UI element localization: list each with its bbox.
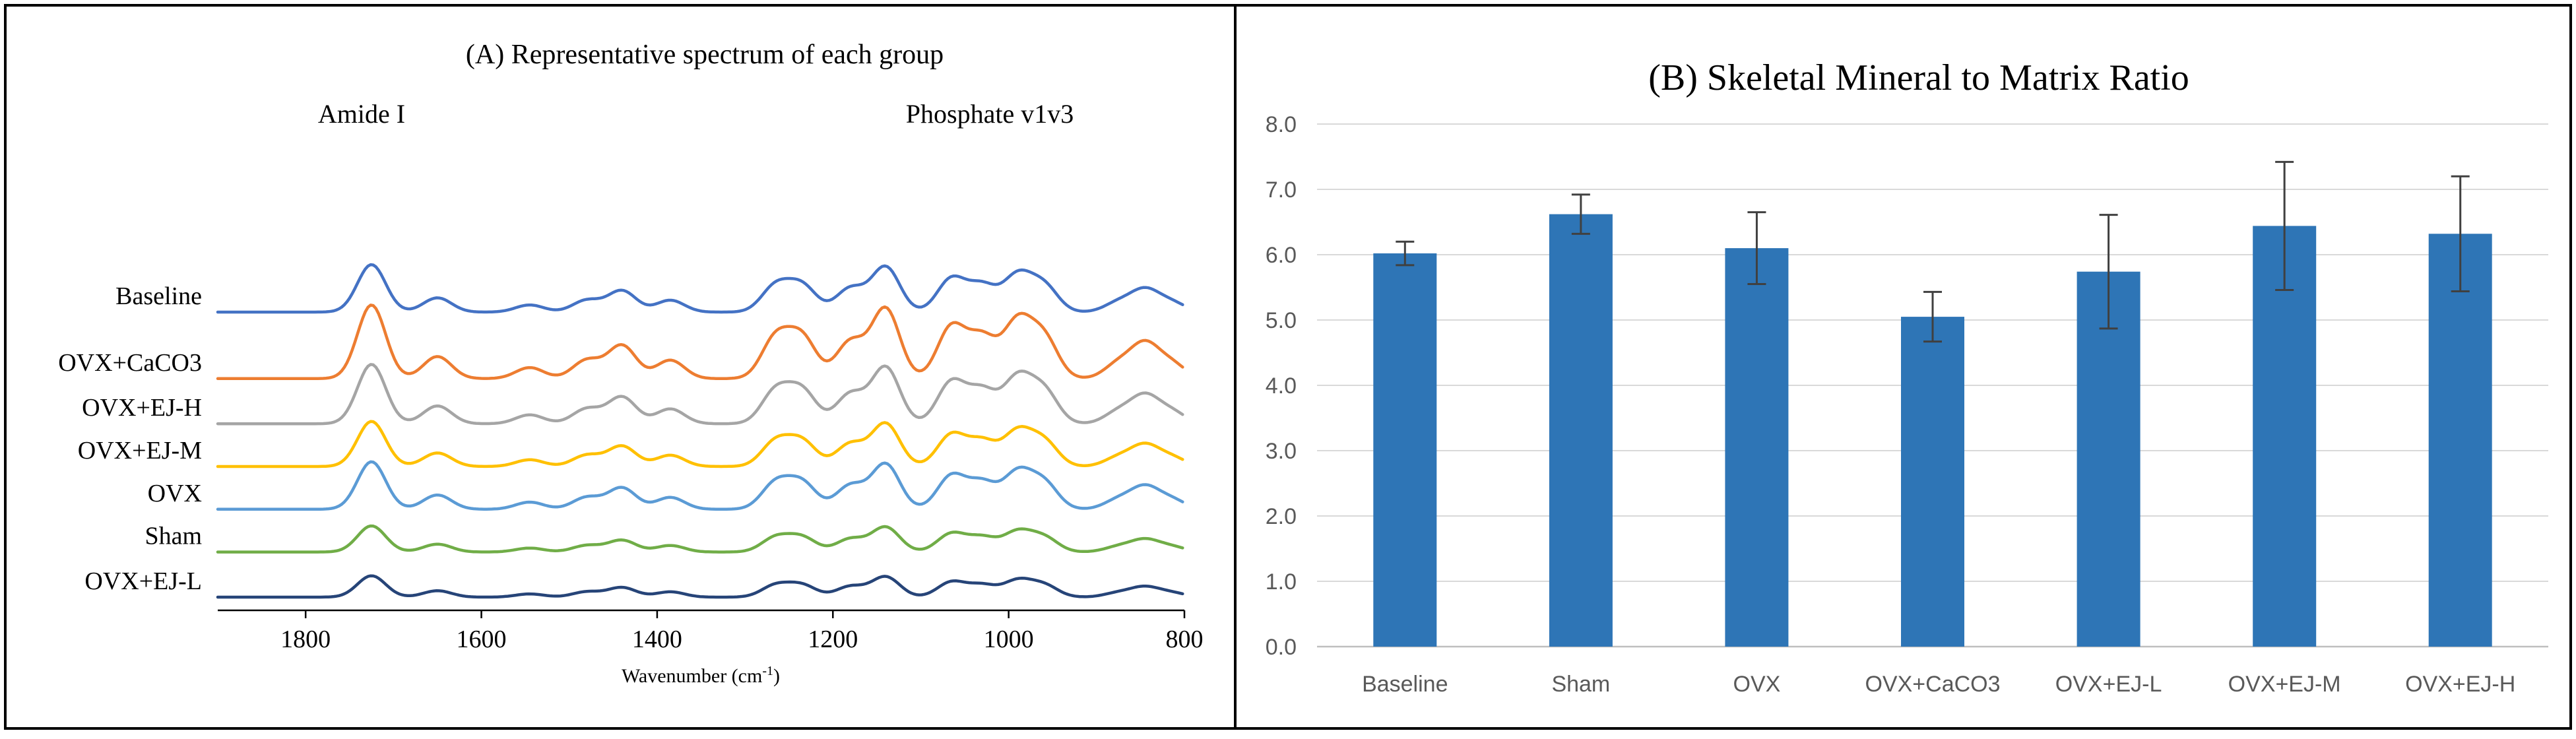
y-tick-label-8: 8.0 <box>1266 112 1297 137</box>
xlabel-end: ) <box>773 665 780 687</box>
spectrum-line-ovx-caco3 <box>216 304 1184 381</box>
panel-a-spectra-chart: (A) Representative spectrum of each grou… <box>4 4 1237 730</box>
category-label-ovx-ej-h: OVX+EJ-H <box>2405 672 2515 697</box>
panel-a-title: (A) Representative spectrum of each grou… <box>466 40 944 70</box>
spectrum-line-baseline <box>216 263 1184 314</box>
panel-a-x-ticks: 1800 1600 1400 1200 1000 800 <box>280 610 1204 653</box>
bar-ovx-ej-h <box>2428 234 2492 647</box>
y-tick-label-6: 6.0 <box>1266 243 1297 268</box>
error-bar-baseline <box>1396 240 1415 267</box>
y-tick-label-1: 1.0 <box>1266 569 1297 594</box>
bar-ovx <box>1725 248 1789 647</box>
x-tick-label-1600: 1600 <box>457 626 507 653</box>
y-tick-label-0: 0.0 <box>1266 635 1297 660</box>
amide-annotation: Amide I <box>318 99 405 129</box>
y-tick-label-4: 4.0 <box>1266 373 1297 399</box>
error-bar-ovx <box>1747 211 1766 286</box>
panel-b-error-bars <box>1396 160 2470 343</box>
group-label-ovx: OVX <box>148 480 202 507</box>
category-label-sham: Sham <box>1551 672 1610 697</box>
xlabel-superscript: -1 <box>762 664 773 678</box>
group-label-ovx-ej-l: OVX+EJ-L <box>84 567 202 595</box>
spectrum-line-ovx-ej-h <box>216 363 1184 426</box>
y-tick-label-2: 2.0 <box>1266 504 1297 529</box>
xlabel-main: Wavenumber (cm <box>622 665 762 687</box>
category-label-baseline: Baseline <box>1362 672 1448 697</box>
x-tick-label-1800: 1800 <box>280 626 331 653</box>
category-label-ovx-caco3: OVX+CaCO3 <box>1865 672 2000 697</box>
x-tick-label-800: 800 <box>1166 626 1204 653</box>
y-tick-label-3: 3.0 <box>1266 439 1297 464</box>
panel-b-category-labels: Baseline Sham OVX OVX+CaCO3 OVX+EJ-L OVX+EJ-M… <box>1362 672 2515 697</box>
category-label-ovx: OVX <box>1733 672 1781 697</box>
category-label-ovx-ej-l: OVX+EJ-L <box>2055 672 2162 697</box>
error-bar-ovx-ej-l <box>2099 214 2118 330</box>
spectrum-line-ovx-ej-l <box>216 574 1184 599</box>
error-bar-ovx-ej-h <box>2451 175 2470 292</box>
category-label-ovx-ej-m: OVX+EJ-M <box>2228 672 2341 697</box>
panel-b-bar-chart: (B) Skeletal Mineral to Matrix Ratio 0.0… <box>1234 4 2572 730</box>
bar-ovx-ej-m <box>2253 226 2317 647</box>
bar-ovx-caco3 <box>1901 317 1964 647</box>
group-label-ovx-ej-m: OVX+EJ-M <box>78 437 202 465</box>
x-tick-label-1200: 1200 <box>808 626 858 653</box>
group-label-ovx-caco3: OVX+CaCO3 <box>58 349 202 377</box>
spectrum-line-sham <box>216 524 1184 554</box>
group-label-baseline: Baseline <box>115 282 202 310</box>
y-tick-label-7: 7.0 <box>1266 177 1297 203</box>
panel-a-series-group <box>216 263 1184 599</box>
spectrum-line-ovx-ej-m <box>216 420 1184 468</box>
panel-a-x-axis-label: Wavenumber (cm-1) <box>622 664 780 687</box>
y-tick-label-5: 5.0 <box>1266 308 1297 333</box>
panel-b-bars <box>1373 214 2492 647</box>
phosphate-annotation: Phosphate v1v3 <box>906 99 1074 129</box>
spectrum-line-ovx <box>216 460 1184 511</box>
group-label-sham: Sham <box>145 523 202 550</box>
error-bar-ovx-ej-m <box>2275 160 2294 291</box>
x-tick-label-1400: 1400 <box>632 626 682 653</box>
bar-sham <box>1549 214 1613 647</box>
error-bar-ovx-caco3 <box>1923 290 1942 343</box>
panel-b-title: (B) Skeletal Mineral to Matrix Ratio <box>1648 57 2189 98</box>
x-tick-label-1000: 1000 <box>984 626 1034 653</box>
error-bar-sham <box>1571 193 1590 235</box>
group-label-ovx-ej-h: OVX+EJ-H <box>82 394 202 422</box>
panel-b-border <box>1234 4 2572 730</box>
bar-baseline <box>1373 253 1437 647</box>
bar-ovx-ej-l <box>2077 271 2141 647</box>
panel-a-group-labels: Baseline OVX+CaCO3 OVX+EJ-H OVX+EJ-M OVX Sham… <box>58 282 202 595</box>
